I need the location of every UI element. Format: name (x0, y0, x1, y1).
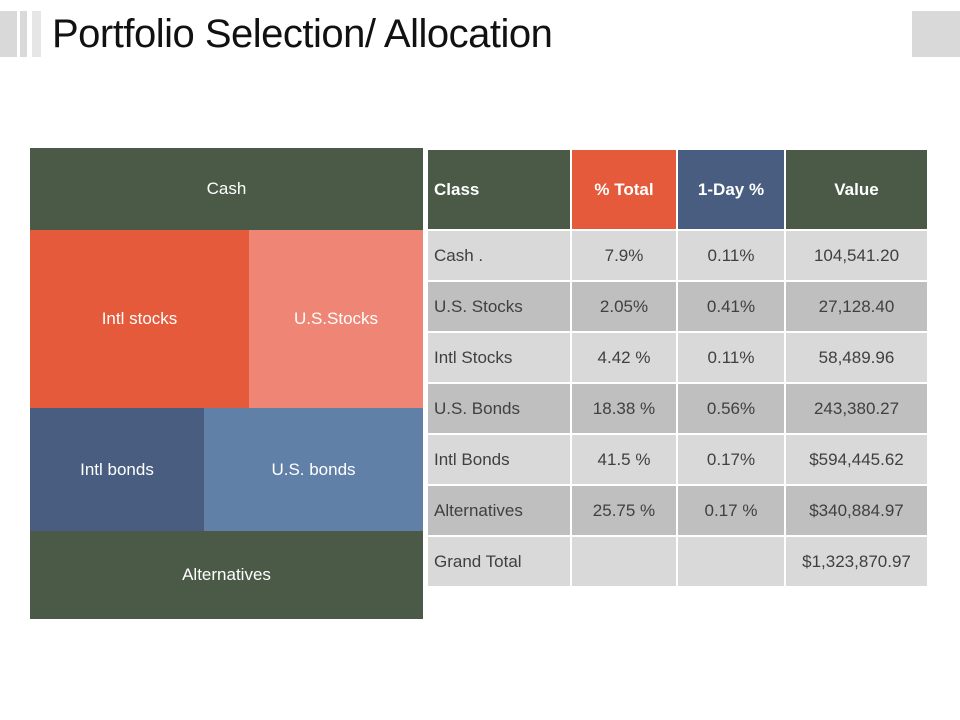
treemap-cell-us-stocks: U.S.Stocks (249, 230, 423, 408)
cell-class: U.S. Bonds (426, 382, 572, 435)
cell-one-day-percent: 0.17% (676, 433, 786, 486)
cell-one-day-percent: 0.56% (676, 382, 786, 435)
cell-one-day-percent: 0.11% (676, 229, 786, 282)
table-row: U.S. Bonds 18.38 % 0.56% 243,380.27 (426, 382, 929, 435)
header-accent-block-right (912, 11, 960, 57)
treemap-cell-alternatives: Alternatives (30, 531, 423, 619)
header-percent-total: % Total (570, 148, 678, 231)
cell-value: 27,128.40 (784, 280, 929, 333)
cell-value: 243,380.27 (784, 382, 929, 435)
table-row: Cash . 7.9% 0.11% 104,541.20 (426, 229, 929, 282)
cell-one-day-percent: 0.11% (676, 331, 786, 384)
cell-class: Cash . (426, 229, 572, 282)
cell-value: $340,884.97 (784, 484, 929, 537)
cell-percent-total: 41.5 % (570, 433, 678, 486)
table-row: U.S. Stocks 2.05% 0.41% 27,128.40 (426, 280, 929, 333)
cell-class: Alternatives (426, 484, 572, 537)
header-value: Value (784, 148, 929, 231)
treemap-cell-us-bonds: U.S. bonds (204, 408, 423, 531)
table-header-row: Class % Total 1-Day % Value (426, 148, 929, 231)
treemap-cell-intl-bonds: Intl bonds (30, 408, 204, 531)
cell-percent-total: 25.75 % (570, 484, 678, 537)
cell-value: $1,323,870.97 (784, 535, 929, 588)
allocation-treemap: Cash Intl stocks U.S.Stocks Intl bonds U… (30, 148, 423, 619)
table-row: Intl Bonds 41.5 % 0.17% $594,445.62 (426, 433, 929, 486)
table-row: Alternatives 25.75 % 0.17 % $340,884.97 (426, 484, 929, 537)
header-accent-bar-1 (0, 11, 17, 57)
cell-percent-total: 7.9% (570, 229, 678, 282)
header-class: Class (426, 148, 572, 231)
table-row: Intl Stocks 4.42 % 0.11% 58,489.96 (426, 331, 929, 384)
cell-one-day-percent (676, 535, 786, 588)
cell-percent-total: 4.42 % (570, 331, 678, 384)
header-one-day-percent: 1-Day % (676, 148, 786, 231)
table-row-grand-total: Grand Total $1,323,870.97 (426, 535, 929, 588)
treemap-cell-intl-stocks: Intl stocks (30, 230, 249, 408)
cell-class: Grand Total (426, 535, 572, 588)
header-accent-bar-3 (32, 11, 41, 57)
cell-percent-total: 18.38 % (570, 382, 678, 435)
allocation-table: Class % Total 1-Day % Value Cash . 7.9% … (426, 148, 929, 588)
cell-class: Intl Bonds (426, 433, 572, 486)
treemap-cell-cash: Cash (30, 148, 423, 230)
header-accent-bar-2 (20, 11, 27, 57)
page-title: Portfolio Selection/ Allocation (52, 12, 553, 56)
cell-value: 58,489.96 (784, 331, 929, 384)
cell-class: U.S. Stocks (426, 280, 572, 333)
cell-value: $594,445.62 (784, 433, 929, 486)
cell-percent-total: 2.05% (570, 280, 678, 333)
cell-one-day-percent: 0.17 % (676, 484, 786, 537)
cell-class: Intl Stocks (426, 331, 572, 384)
cell-one-day-percent: 0.41% (676, 280, 786, 333)
cell-value: 104,541.20 (784, 229, 929, 282)
cell-percent-total (570, 535, 678, 588)
